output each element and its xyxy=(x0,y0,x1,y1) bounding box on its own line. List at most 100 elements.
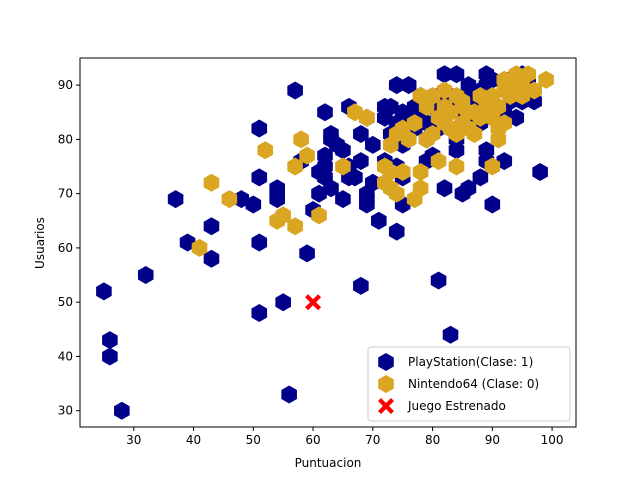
scatter-point-series-1 xyxy=(203,173,220,192)
scatter-point-series-0 xyxy=(400,76,417,95)
scatter-point-series-0 xyxy=(484,70,501,89)
scatter-point-series-1 xyxy=(424,86,441,105)
scatter-point-series-0 xyxy=(353,124,369,143)
scatter-point-series-1 xyxy=(191,238,208,257)
scatter-point-series-0 xyxy=(460,179,477,198)
y-tick-label: 70 xyxy=(58,187,73,201)
scatter-point-series-0 xyxy=(114,401,130,420)
scatter-point-series-0 xyxy=(335,190,351,209)
scatter-point-series-0 xyxy=(496,152,513,171)
scatter-point-series-1 xyxy=(490,97,507,116)
scatter-point-series-0 xyxy=(365,173,381,192)
scatter-point-series-0 xyxy=(448,65,465,84)
scatter-point-series-0 xyxy=(287,81,303,100)
scatter-point-series-1 xyxy=(394,162,411,181)
scatter-point-series-0 xyxy=(365,135,381,154)
scatter-point-series-0 xyxy=(102,331,118,350)
scatter-point-series-1 xyxy=(311,206,327,225)
y-tick-label: 30 xyxy=(58,404,73,418)
scatter-point-series-1 xyxy=(436,81,453,100)
scatter-point-series-0 xyxy=(532,162,548,181)
x-axis-label: Puntuacion xyxy=(295,456,362,470)
legend-marker xyxy=(378,398,394,414)
scatter-point-series-0 xyxy=(275,293,291,312)
scatter-point-series-1 xyxy=(257,141,274,160)
scatter-point-series-0 xyxy=(382,97,399,116)
scatter-point-series-1 xyxy=(412,162,429,181)
scatter-point-series-0 xyxy=(245,195,262,214)
scatter-point-series-0 xyxy=(371,211,387,230)
scatter-point-series-0 xyxy=(203,217,220,236)
scatter-point-series-1 xyxy=(466,124,483,143)
legend-marker xyxy=(378,353,394,371)
y-axis-ticks: 30 40 50 60 70 80 90 xyxy=(58,78,80,418)
scatter-point-series-0 xyxy=(388,222,405,241)
scatter-point-series-1 xyxy=(538,70,554,89)
data-points xyxy=(96,65,554,420)
scatter-point-series-0 xyxy=(251,168,268,187)
legend: PlayStation(Clase: 1) Nintendo64 (Clase: … xyxy=(367,346,571,422)
x-tick-label: 30 xyxy=(126,433,141,447)
scatter-point-series-0 xyxy=(442,325,459,344)
scatter-point-series-1 xyxy=(287,217,303,236)
x-tick-label: 60 xyxy=(305,433,320,447)
scatter-point-series-0 xyxy=(251,119,268,138)
scatter-point-series-0 xyxy=(317,103,333,122)
legend-label: Nintendo64 (Clase: 0) xyxy=(408,377,539,391)
y-axis-label: Usuarios xyxy=(33,217,47,269)
scatter-point-series-1 xyxy=(293,130,309,149)
legend-label: Juego Estrenado xyxy=(407,399,506,413)
scatter-point-series-0 xyxy=(311,184,327,203)
scatter-point-series-0 xyxy=(203,249,220,268)
scatter-point-series-1 xyxy=(400,130,417,149)
scatter-point-series-1 xyxy=(430,152,447,171)
scatter-point-series-1 xyxy=(347,103,363,122)
scatter-point-series-1 xyxy=(275,206,291,225)
scatter-point-series-0 xyxy=(179,233,196,252)
scatter-point-series-0 xyxy=(137,266,154,285)
scatter-point-series-0 xyxy=(353,152,369,171)
scatter-point-series-1 xyxy=(359,108,375,127)
scatter-point-series-1 xyxy=(502,86,519,105)
legend-box xyxy=(367,346,571,422)
y-tick-label: 50 xyxy=(58,295,73,309)
scatter-point-series-1 xyxy=(424,124,441,143)
scatter-point-series-1 xyxy=(496,114,513,133)
scatter-point-series-2 xyxy=(305,294,322,311)
x-tick-label: 40 xyxy=(186,433,201,447)
scatter-point-series-1 xyxy=(520,65,536,84)
scatter-point-series-1 xyxy=(526,81,542,100)
scatter-point-series-0 xyxy=(102,347,118,366)
scatter-point-series-0 xyxy=(508,108,525,127)
legend-label: PlayStation(Clase: 1) xyxy=(408,355,533,369)
x-tick-label: 50 xyxy=(246,433,261,447)
scatter-point-series-0 xyxy=(96,282,112,301)
plot-area-frame xyxy=(79,57,577,428)
scatter-point-series-1 xyxy=(412,179,429,198)
scatter-point-series-0 xyxy=(436,179,453,198)
scatter-point-series-0 xyxy=(323,179,339,198)
scatter-point-series-1 xyxy=(221,190,238,209)
scatter-point-series-0 xyxy=(269,190,285,209)
scatter-point-series-0 xyxy=(347,168,363,187)
scatter-point-series-0 xyxy=(299,244,315,263)
scatter-point-series-1 xyxy=(335,157,351,176)
scatter-point-series-1 xyxy=(287,157,303,176)
scatter-point-series-0 xyxy=(281,385,297,404)
scatter-point-series-0 xyxy=(251,233,268,252)
y-tick-label: 60 xyxy=(58,241,73,255)
x-tick-label: 90 xyxy=(485,433,500,447)
scatter-point-series-0 xyxy=(167,190,184,209)
y-tick-label: 90 xyxy=(58,78,73,92)
scatter-point-series-1 xyxy=(406,114,423,133)
x-tick-label: 80 xyxy=(425,433,440,447)
legend-marker xyxy=(378,375,394,393)
scatter-point-series-1 xyxy=(448,157,465,176)
x-tick-label: 100 xyxy=(541,433,564,447)
x-tick-label: 70 xyxy=(365,433,380,447)
scatter-point-series-1 xyxy=(442,103,459,122)
scatter-point-series-0 xyxy=(478,141,495,160)
y-tick-label: 40 xyxy=(58,349,73,363)
scatter-point-series-0 xyxy=(359,195,375,214)
